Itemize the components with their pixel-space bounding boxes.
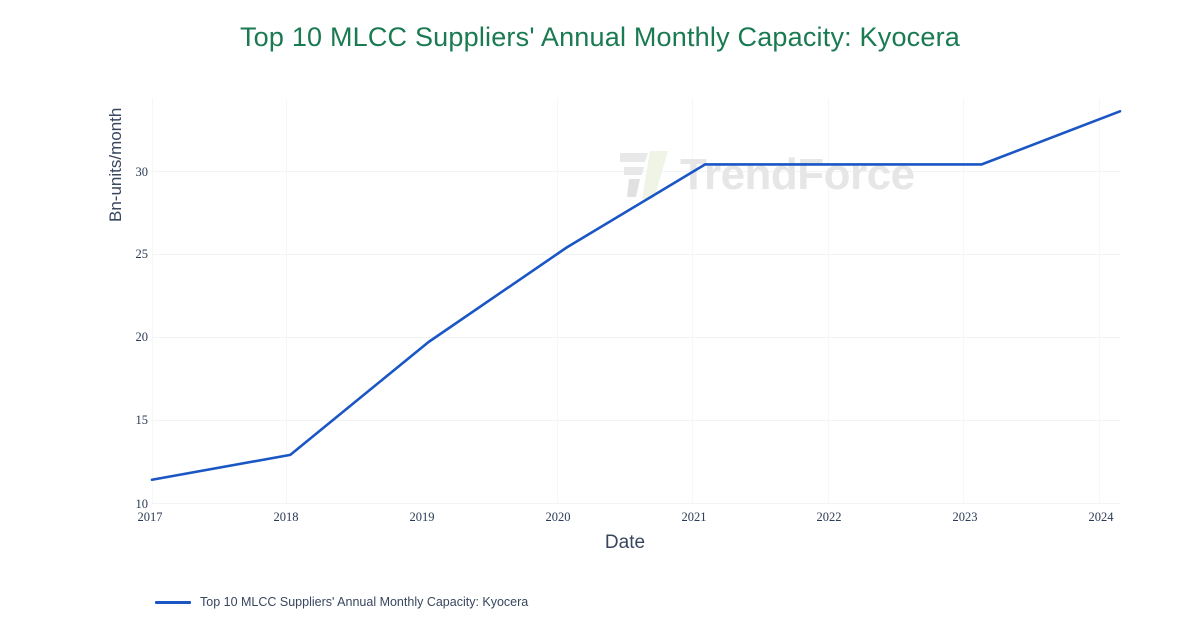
y-tick-label: 25 [135, 247, 149, 261]
gridline-vertical [828, 98, 829, 503]
gridline-vertical [286, 98, 287, 503]
plot-area: TrendForce [150, 98, 1122, 504]
y-tick-label: 20 [135, 330, 149, 344]
series-line-chart [150, 109, 1122, 482]
x-tick-label: 2023 [952, 510, 978, 524]
gridline-horizontal [152, 420, 1120, 421]
x-tick-label: 2022 [816, 510, 842, 524]
gridline-vertical [1099, 98, 1100, 503]
y-tick-label: 10 [135, 497, 149, 511]
chart-legend: Top 10 MLCC Suppliers' Annual Monthly Ca… [155, 595, 528, 609]
x-tick-label: 2021 [681, 510, 707, 524]
legend-swatch-kyocera [155, 600, 191, 604]
legend-label-kyocera: Top 10 MLCC Suppliers' Annual Monthly Ca… [200, 595, 529, 609]
gridline-horizontal [152, 503, 1120, 504]
y-tick-label: 15 [135, 413, 149, 427]
x-tick-label: 2024 [1088, 510, 1114, 524]
gridline-vertical [152, 98, 153, 503]
x-tick-label: 2019 [409, 510, 435, 524]
chart-title: Top 10 MLCC Suppliers' Annual Monthly Ca… [239, 22, 960, 52]
gridline-horizontal [152, 337, 1120, 338]
x-tick-label: 2017 [137, 510, 163, 524]
gridline-vertical [963, 98, 964, 503]
series-line-kyocera [150, 109, 1122, 482]
x-tick-label: 2020 [545, 510, 571, 524]
gridline-vertical [692, 98, 693, 503]
y-tick-label: 30 [135, 165, 149, 179]
gridline-horizontal [152, 254, 1120, 255]
x-axis-title: Date [604, 532, 646, 553]
gridline-vertical [557, 98, 558, 503]
x-tick-label: 2018 [273, 510, 299, 524]
